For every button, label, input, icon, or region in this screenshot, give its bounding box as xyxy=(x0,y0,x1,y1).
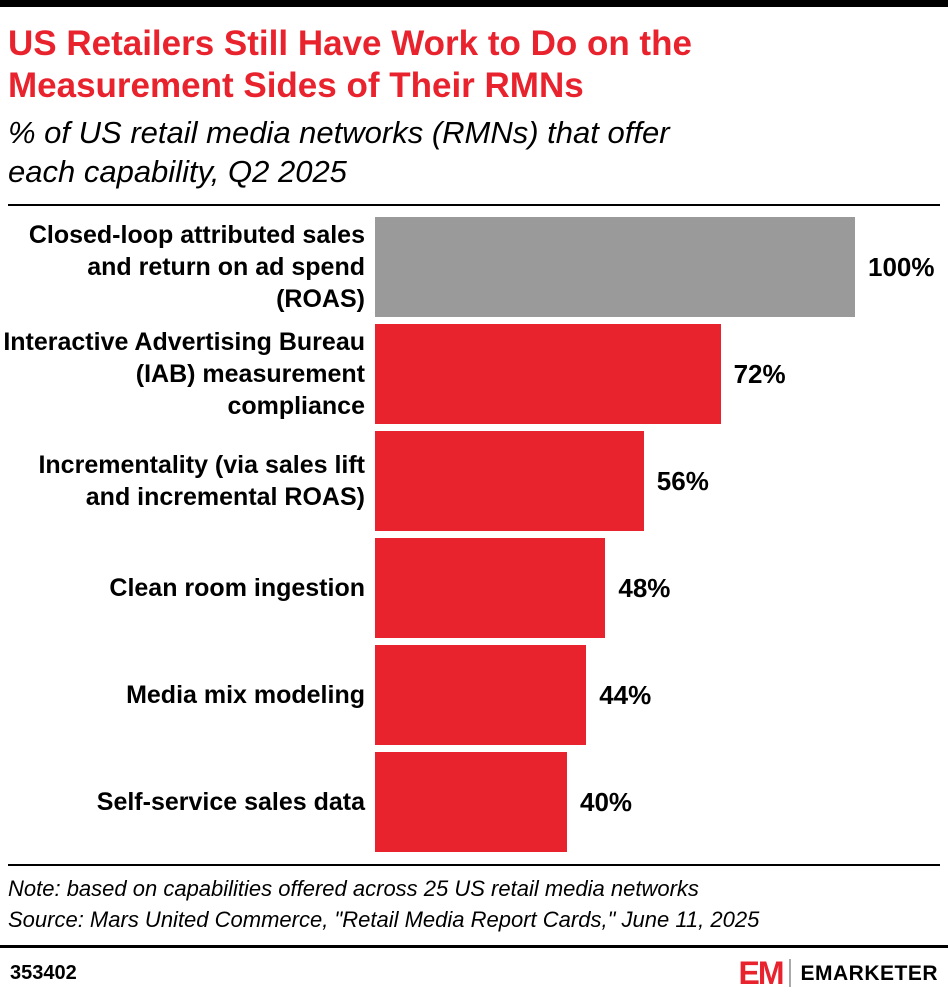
subtitle-line-1: % of US retail media networks (RMNs) tha… xyxy=(8,115,670,150)
bar-value: 56% xyxy=(656,465,709,496)
bar-value: 100% xyxy=(868,251,935,282)
bar-chart: Closed-loop attributed sales and return … xyxy=(0,206,948,856)
bar-track: 44% xyxy=(375,645,948,746)
page-title: US Retailers Still Have Work to Do on th… xyxy=(8,23,938,107)
bar-row: Media mix modeling 44% xyxy=(0,642,948,749)
bar-row: Incrementality (via sales lift and incre… xyxy=(0,428,948,535)
bar-row: Clean room ingestion 48% xyxy=(0,535,948,642)
source-text: Source: Mars United Commerce, "Retail Me… xyxy=(8,906,760,932)
bar-row: Interactive Advertising Bureau (IAB) mea… xyxy=(0,321,948,428)
header-divider xyxy=(8,203,940,206)
notes-block: Note: based on capabilities offered acro… xyxy=(8,863,940,946)
chart-id: 353402 xyxy=(10,961,77,984)
bar-label: Interactive Advertising Bureau (IAB) mea… xyxy=(3,328,365,421)
emarketer-logo-text: EMARKETER xyxy=(800,961,938,985)
bar-track: 100% xyxy=(375,217,948,318)
emarketer-logo: EM EMARKETER xyxy=(738,957,938,989)
logo-divider xyxy=(789,959,792,988)
bar-track: 40% xyxy=(375,752,948,853)
bar xyxy=(375,645,587,746)
title-line-1: US Retailers Still Have Work to Do on th… xyxy=(8,24,692,63)
subtitle-line-2: each capability, Q2 2025 xyxy=(8,154,347,190)
footer-bar: 353402 EM EMARKETER xyxy=(0,945,948,999)
chart-header: US Retailers Still Have Work to Do on th… xyxy=(0,7,948,192)
bar-label: Clean room ingestion xyxy=(109,574,365,603)
bar-track: 48% xyxy=(375,538,948,639)
bar-row: Closed-loop attributed sales and return … xyxy=(0,214,948,321)
note-text: Note: based on capabilities offered acro… xyxy=(8,875,699,901)
bar-value: 44% xyxy=(599,679,652,710)
bar-value: 40% xyxy=(580,786,633,817)
chart-subtitle: % of US retail media networks (RMNs) tha… xyxy=(8,113,938,192)
bar-value: 72% xyxy=(733,358,786,389)
title-line-2: Measurement Sides of Their RMNs xyxy=(8,66,584,105)
bar xyxy=(375,752,567,853)
bar xyxy=(375,538,606,639)
bar-track: 56% xyxy=(375,431,948,532)
bar-value: 48% xyxy=(618,572,671,603)
bar-track: 72% xyxy=(375,324,948,425)
bar-label: Incrementality (via sales lift and incre… xyxy=(38,451,365,512)
bar-row: Self-service sales data 40% xyxy=(0,749,948,856)
bar xyxy=(375,431,644,532)
bar-label: Self-service sales data xyxy=(96,788,365,817)
bar-label: Closed-loop attributed sales and return … xyxy=(28,221,365,314)
bar xyxy=(375,217,855,318)
emarketer-logo-mark-icon: EM xyxy=(738,955,784,992)
top-bar xyxy=(0,0,948,7)
bar xyxy=(375,324,721,425)
bar-label: Media mix modeling xyxy=(126,681,365,710)
